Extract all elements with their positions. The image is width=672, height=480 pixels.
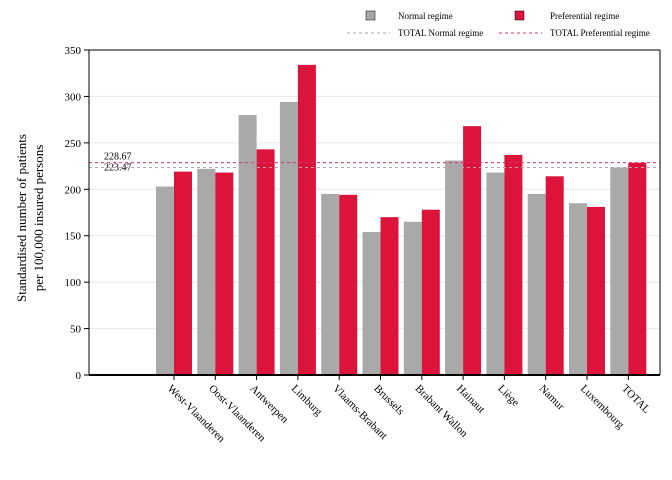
bar-normal <box>238 115 257 375</box>
y-tick-label: 150 <box>65 231 82 243</box>
bar-preferential <box>504 154 523 375</box>
bar-normal <box>445 160 464 375</box>
legend-swatch-normal <box>365 10 376 21</box>
bar-normal <box>569 203 587 375</box>
y-tick-labels: 0 50 100 150 200 250 300 350 <box>65 45 82 382</box>
bar-preferential <box>463 126 482 376</box>
bar-normal <box>362 232 381 375</box>
y-tick-label: 100 <box>65 277 82 289</box>
bar-preferential <box>587 206 605 375</box>
bar-normal <box>321 193 340 375</box>
axes <box>84 49 661 380</box>
legend-swatch-preferential <box>514 10 525 21</box>
bar-preferential <box>339 194 358 375</box>
bar-preferential <box>421 209 440 375</box>
y-axis-title-line-2: per 100,000 insured persons <box>31 145 46 292</box>
bar-preferential <box>297 64 316 375</box>
bar-preferential <box>215 172 234 375</box>
bar-preferential <box>380 217 399 375</box>
bar-normal <box>197 168 216 375</box>
bar-normal <box>156 186 174 375</box>
bar-preferential <box>628 162 647 375</box>
bar-preferential <box>545 176 564 375</box>
y-tick-label: 200 <box>65 184 82 196</box>
bar-preferential <box>174 171 192 375</box>
legend-label-total-preferential: TOTAL Preferential regime <box>550 28 650 38</box>
y-tick-label: 0 <box>76 370 82 382</box>
bar-preferential <box>256 149 275 375</box>
bars <box>156 64 647 376</box>
y-tick-label: 350 <box>65 45 82 57</box>
reference-line-label: 228.67 <box>104 152 132 163</box>
reference-line-label: 223.47 <box>104 162 132 173</box>
bar-normal <box>403 221 422 375</box>
y-axis-title-line-1: Standardised number of patients <box>14 134 29 302</box>
bar-normal <box>279 102 298 375</box>
legend-label-preferential: Preferential regime <box>550 11 619 21</box>
legend: Normal regime Preferential regime TOTAL … <box>347 10 650 38</box>
y-tick-label: 50 <box>70 324 82 336</box>
legend-label-total-normal: TOTAL Normal regime <box>398 28 483 38</box>
bar-normal <box>486 172 505 375</box>
legend-label-normal: Normal regime <box>398 11 453 21</box>
y-axis-title: Standardised number of patients per 100,… <box>14 134 46 302</box>
y-tick-label: 300 <box>65 91 82 103</box>
y-tick-label: 250 <box>65 138 82 150</box>
bar-normal <box>610 167 629 375</box>
bar-normal <box>527 193 546 375</box>
